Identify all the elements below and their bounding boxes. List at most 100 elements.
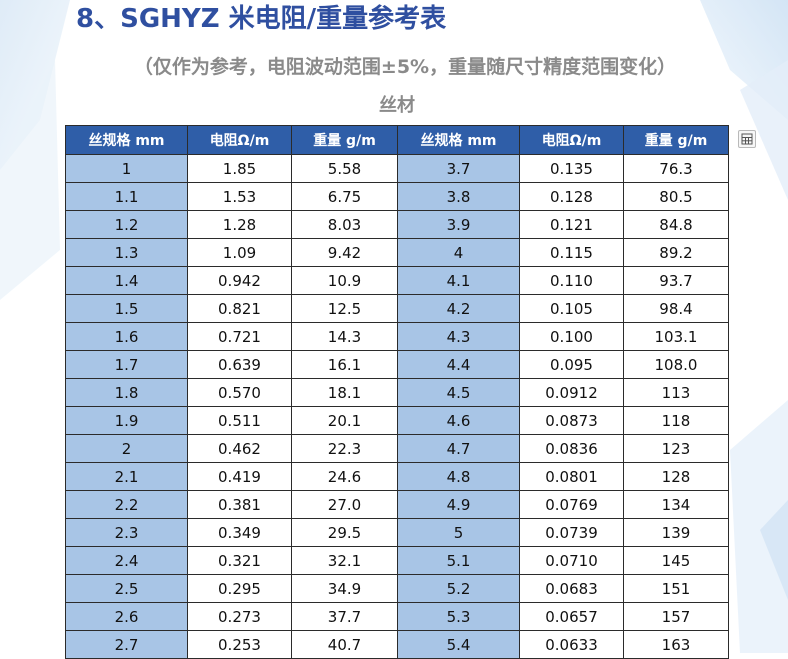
table-select-icon[interactable]: [738, 130, 756, 148]
table-cell: 103.1: [623, 322, 729, 351]
table-cell: 108.0: [623, 350, 729, 379]
table-cell: 24.6: [291, 462, 398, 491]
table-cell: 2.1: [65, 462, 188, 491]
column-header: 重量 g/m: [291, 125, 398, 155]
table-cell: 5: [397, 518, 520, 547]
table-cell: 0.349: [187, 518, 292, 547]
table-cell: 3.8: [397, 182, 520, 211]
table-cell: 0.0633: [519, 630, 624, 659]
table-cell: 4.4: [397, 350, 520, 379]
table-cell: 0.419: [187, 462, 292, 491]
table-row: 2.1 0.419 24.6 4.8 0.0801 128: [65, 462, 729, 491]
table-cell: 9.42: [291, 238, 398, 267]
table-cell: 93.7: [623, 266, 729, 295]
table-cell: 98.4: [623, 294, 729, 323]
table-cell: 16.1: [291, 350, 398, 379]
table-cell: 4: [397, 238, 520, 267]
table-cell: 5.4: [397, 630, 520, 659]
table-cell: 0.295: [187, 574, 292, 603]
table-cell: 0.0836: [519, 434, 624, 463]
table-cell: 2.6: [65, 602, 188, 631]
table-row: 2 0.462 22.3 4.7 0.0836 123: [65, 434, 729, 463]
table-cell: 2.5: [65, 574, 188, 603]
table-row: 1.9 0.511 20.1 4.6 0.0873 118: [65, 406, 729, 435]
table-cell: 4.5: [397, 378, 520, 407]
table-cell: 12.5: [291, 294, 398, 323]
table-cell: 157: [623, 602, 729, 631]
table-cell: 0.135: [519, 154, 624, 183]
column-header: 电阻Ω/m: [519, 125, 624, 155]
table-cell: 1.8: [65, 378, 188, 407]
table-cell: 145: [623, 546, 729, 575]
table-cell: 123: [623, 434, 729, 463]
table-cell: 128: [623, 462, 729, 491]
table-cell: 1.7: [65, 350, 188, 379]
table-cell: 0.273: [187, 602, 292, 631]
table-row: 1.3 1.09 9.42 4 0.115 89.2: [65, 238, 729, 267]
table-cell: 34.9: [291, 574, 398, 603]
table-cell: 4.8: [397, 462, 520, 491]
table-cell: 0.121: [519, 210, 624, 239]
table-cell: 4.6: [397, 406, 520, 435]
table-cell: 118: [623, 406, 729, 435]
table-cell: 1.1: [65, 182, 188, 211]
table-cell: 0.0683: [519, 574, 624, 603]
table-header-row: 丝规格 mm 电阻Ω/m 重量 g/m 丝规格 mm 电阻Ω/m 重量 g/m: [65, 125, 729, 155]
column-header: 丝规格 mm: [397, 125, 520, 155]
table-cell: 3.7: [397, 154, 520, 183]
table-cell: 0.381: [187, 490, 292, 519]
table-cell: 0.0710: [519, 546, 624, 575]
table-row: 1.5 0.821 12.5 4.2 0.105 98.4: [65, 294, 729, 323]
table-cell: 1: [65, 154, 188, 183]
table-cell: 0.0801: [519, 462, 624, 491]
table-row: 1 1.85 5.58 3.7 0.135 76.3: [65, 154, 729, 183]
table-row: 2.3 0.349 29.5 5 0.0739 139: [65, 518, 729, 547]
column-header: 重量 g/m: [623, 125, 729, 155]
table-cell: 1.4: [65, 266, 188, 295]
table-cell: 1.53: [187, 182, 292, 211]
table-cell: 0.0739: [519, 518, 624, 547]
table-row: 1.2 1.28 8.03 3.9 0.121 84.8: [65, 210, 729, 239]
column-header: 电阻Ω/m: [187, 125, 292, 155]
table-cell: 2.2: [65, 490, 188, 519]
table-cell: 18.1: [291, 378, 398, 407]
table-row: 1.7 0.639 16.1 4.4 0.095 108.0: [65, 350, 729, 379]
table-cell: 0.253: [187, 630, 292, 659]
table-cell: 76.3: [623, 154, 729, 183]
table-cell: 0.570: [187, 378, 292, 407]
table-cell: 1.6: [65, 322, 188, 351]
table-cell: 139: [623, 518, 729, 547]
table-cell: 1.28: [187, 210, 292, 239]
page-subtitle: （仅作为参考，电阻波动范围±5%，重量随尺寸精度范围变化）: [133, 56, 677, 78]
table-cell: 84.8: [623, 210, 729, 239]
table-cell: 134: [623, 490, 729, 519]
table-cell: 5.1: [397, 546, 520, 575]
table-cell: 3.9: [397, 210, 520, 239]
table-row: 2.2 0.381 27.0 4.9 0.0769 134: [65, 490, 729, 519]
table-cell: 0.821: [187, 294, 292, 323]
table-cell: 0.095: [519, 350, 624, 379]
table-cell: 14.3: [291, 322, 398, 351]
table-cell: 0.0912: [519, 378, 624, 407]
table-cell: 0.0657: [519, 602, 624, 631]
table-cell: 4.9: [397, 490, 520, 519]
table-cell: 0.942: [187, 266, 292, 295]
table-cell: 0.511: [187, 406, 292, 435]
table-cell: 151: [623, 574, 729, 603]
table-cell: 1.2: [65, 210, 188, 239]
table-cell: 8.03: [291, 210, 398, 239]
table-cell: 37.7: [291, 602, 398, 631]
page-title: 8、SGHYZ 米电阻/重量参考表: [76, 4, 447, 34]
table-row: 2.4 0.321 32.1 5.1 0.0710 145: [65, 546, 729, 575]
table-cell: 4.7: [397, 434, 520, 463]
table-cell: 6.75: [291, 182, 398, 211]
table-cell: 0.0769: [519, 490, 624, 519]
table-cell: 4.1: [397, 266, 520, 295]
table-cell: 0.110: [519, 266, 624, 295]
table-cell: 40.7: [291, 630, 398, 659]
table-cell: 80.5: [623, 182, 729, 211]
table-cell: 27.0: [291, 490, 398, 519]
table-row: 1.6 0.721 14.3 4.3 0.100 103.1: [65, 322, 729, 351]
table-row: 1.8 0.570 18.1 4.5 0.0912 113: [65, 378, 729, 407]
table-cell: 0.0873: [519, 406, 624, 435]
